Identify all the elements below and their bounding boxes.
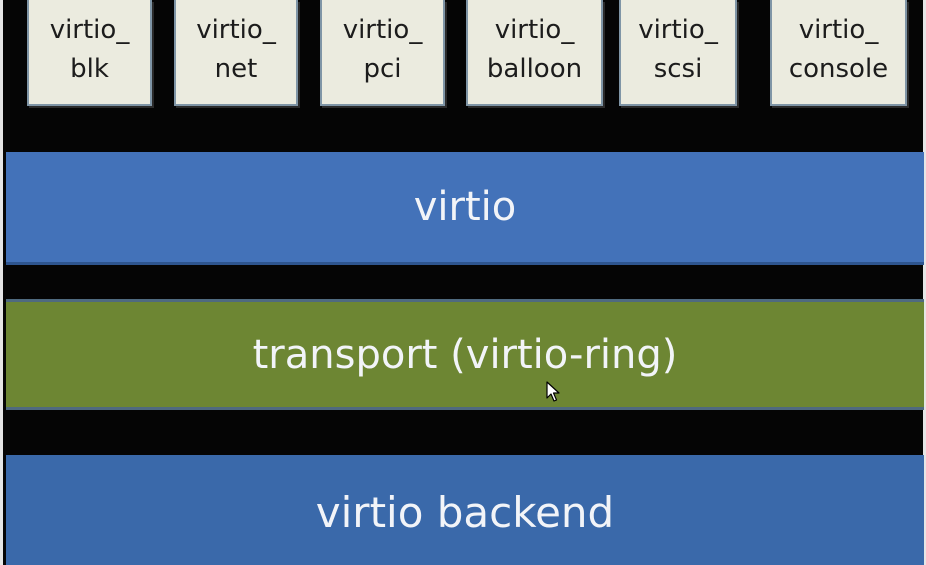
driver-box-scsi: virtio_ scsi xyxy=(619,0,737,106)
virtio-layer-label: virtio xyxy=(413,184,517,230)
backend-layer: virtio backend xyxy=(6,455,924,565)
driver-label-line1: virtio_ xyxy=(342,15,423,45)
driver-label-line1: virtio_ xyxy=(49,15,130,45)
driver-box-console: virtio_ console xyxy=(770,0,907,106)
driver-label-line1: virtio_ xyxy=(638,15,718,45)
driver-label-line2: pci xyxy=(363,54,402,84)
left-edge-line xyxy=(0,0,3,565)
transport-layer: transport (virtio-ring) xyxy=(6,299,924,410)
driver-box-blk: virtio_ blk xyxy=(27,0,152,106)
mouse-pointer-icon xyxy=(546,381,560,402)
driver-box-balloon: virtio_ balloon xyxy=(466,0,603,106)
driver-label-line1: virtio_ xyxy=(798,15,879,45)
virtio-layer: virtio xyxy=(6,152,924,265)
driver-label-line2: net xyxy=(214,54,258,84)
right-edge-line xyxy=(923,0,926,565)
transport-layer-label: transport (virtio-ring) xyxy=(252,331,678,378)
driver-label-line1: virtio_ xyxy=(196,15,276,45)
driver-label-line2: scsi xyxy=(653,54,703,84)
driver-label-line2: balloon xyxy=(486,54,583,84)
driver-label-line2: blk xyxy=(70,54,109,84)
driver-label-line1: virtio_ xyxy=(494,15,575,45)
driver-box-pci: virtio_ pci xyxy=(320,0,445,106)
driver-label-line2: console xyxy=(788,54,889,84)
driver-box-net: virtio_ net xyxy=(174,0,298,106)
backend-layer-label: virtio backend xyxy=(315,487,615,537)
